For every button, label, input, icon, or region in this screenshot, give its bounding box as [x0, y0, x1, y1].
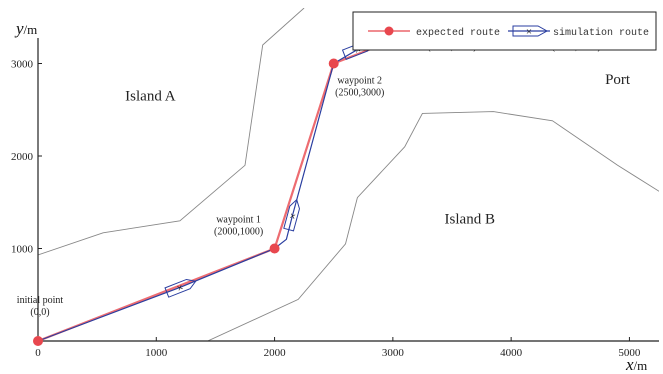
y-axis-unit: /m	[24, 22, 38, 37]
y-tick-label: 3000	[11, 59, 34, 71]
waypoint-coord-2: (2500,3000)	[335, 88, 384, 99]
waypoint-marker-2	[328, 58, 339, 69]
x-tick-label: 2000	[264, 347, 287, 359]
x-axis-title: x/m	[625, 355, 647, 374]
ship-x-mark: ×	[353, 44, 363, 57]
coastline-layer	[38, 8, 659, 341]
svg-text:y/m: y/m	[14, 19, 37, 38]
region-label-1: Island A	[125, 89, 176, 105]
legend-expected-label: expected route	[416, 27, 500, 39]
x-tick-label: 4000	[500, 347, 523, 359]
waypoint-coord-1: (2000,1000)	[214, 227, 263, 238]
y-tick-label: 1000	[11, 244, 34, 256]
x-axis-unit: /m	[634, 358, 648, 373]
y-tick-label: 2000	[11, 151, 34, 163]
waypoint-name-0: initial point	[17, 295, 64, 306]
waypoint-name-1: waypoint 1	[216, 215, 261, 226]
legend-simulation-ship	[512, 25, 549, 37]
legend: expected route × simulation route	[352, 11, 657, 51]
ship-marker-1: ×	[164, 278, 197, 298]
routes: × × × ×	[33, 12, 630, 346]
coastline-2	[206, 111, 659, 341]
waypoint-coord-0: (0,0)	[30, 307, 49, 318]
waypoint-name-2: waypoint 2	[337, 76, 382, 87]
coastline-1	[38, 8, 305, 256]
x-tick-label: 5000	[618, 347, 641, 359]
ship-outline	[164, 278, 197, 298]
region-label-2: Island B	[445, 212, 495, 228]
ship-x-mark: ×	[175, 282, 185, 295]
ship-marker-2: ×	[283, 198, 300, 232]
axes: 0 1000 2000 3000 4000 5000 1000 2000 3000	[11, 38, 659, 359]
legend-simulation-label: simulation route	[553, 27, 649, 39]
x-axis-label: x	[625, 355, 634, 374]
legend-expected-marker	[384, 26, 394, 36]
region-label-3: Port	[605, 72, 631, 88]
labels: initial point(0,0) waypoint 1(2000,1000) w…	[17, 29, 631, 318]
waypoint-marker-0	[33, 336, 43, 346]
ship-x-mark: ×	[287, 212, 300, 221]
legend-simulation-x: ×	[526, 26, 532, 38]
svg-text:x/m: x/m	[625, 355, 647, 374]
ship-outline	[283, 198, 300, 232]
y-axis-title: y/m	[14, 19, 37, 38]
waypoint-marker-1	[269, 243, 280, 254]
y-axis-label: y	[14, 19, 24, 38]
x-tick-label: 3000	[382, 347, 405, 359]
x-tick-label: 1000	[145, 347, 168, 359]
x-tick-label: 0	[35, 347, 41, 359]
